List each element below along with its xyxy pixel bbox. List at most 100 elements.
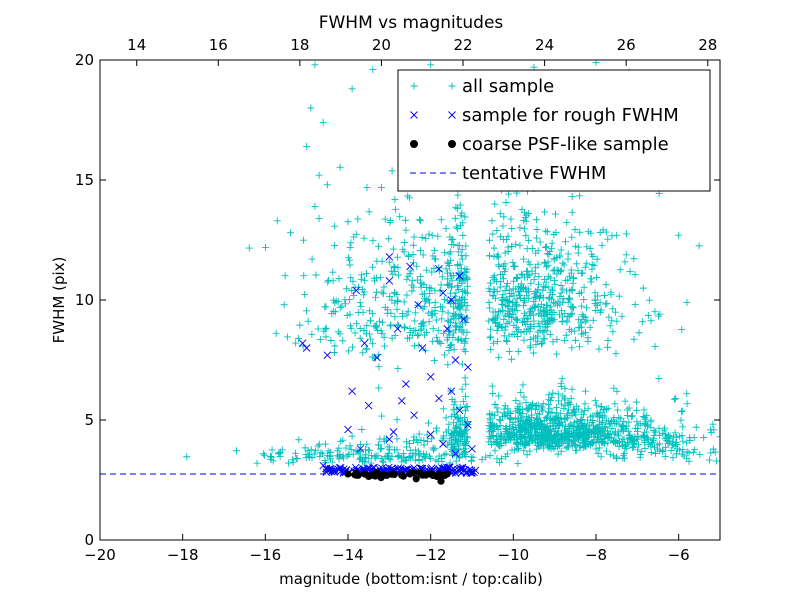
data-point xyxy=(494,408,502,416)
data-point xyxy=(326,452,334,460)
data-point xyxy=(496,459,504,467)
data-point xyxy=(550,231,558,239)
data-point xyxy=(553,431,561,439)
data-point xyxy=(385,276,394,285)
data-point xyxy=(439,288,447,297)
data-point xyxy=(410,342,418,350)
data-point xyxy=(354,215,362,223)
data-point xyxy=(568,309,576,317)
data-point xyxy=(565,443,573,451)
data-point xyxy=(573,260,581,268)
data-point xyxy=(543,310,551,318)
data-point xyxy=(385,454,393,462)
data-point xyxy=(575,290,583,298)
data-point xyxy=(617,415,625,423)
data-point xyxy=(520,255,528,263)
data-point xyxy=(590,262,598,270)
data-point xyxy=(183,453,191,461)
data-point xyxy=(393,253,401,261)
legend-marker-dot xyxy=(448,140,456,148)
data-point xyxy=(454,300,462,308)
data-point xyxy=(431,303,439,311)
data-point xyxy=(500,213,508,221)
data-point xyxy=(336,304,344,312)
y-tick-label: 15 xyxy=(75,171,94,189)
data-point xyxy=(570,408,578,416)
data-point xyxy=(554,427,562,435)
data-point xyxy=(501,326,509,334)
data-point xyxy=(570,274,578,282)
data-point xyxy=(440,296,448,304)
data-point xyxy=(581,318,589,326)
x-tick-label: −14 xyxy=(332,546,364,564)
data-point xyxy=(647,442,655,450)
data-point xyxy=(670,433,678,441)
data-point xyxy=(439,303,447,311)
data-point xyxy=(532,216,540,224)
data-point xyxy=(725,436,732,443)
data-point xyxy=(374,326,382,334)
data-point xyxy=(328,458,336,466)
data-point xyxy=(592,445,600,453)
data-point xyxy=(415,216,423,224)
data-point xyxy=(644,434,652,442)
data-point xyxy=(593,426,601,434)
data-point xyxy=(566,400,574,408)
data-point xyxy=(428,231,436,239)
data-point xyxy=(389,245,397,253)
data-point xyxy=(539,407,547,415)
data-point xyxy=(597,306,605,314)
data-point xyxy=(647,424,655,432)
data-point xyxy=(533,445,541,453)
x-tick-label: −10 xyxy=(498,546,530,564)
data-point xyxy=(643,422,651,430)
data-point xyxy=(322,303,330,311)
data-point xyxy=(543,243,551,251)
data-point xyxy=(501,287,509,295)
data-point xyxy=(541,335,549,343)
data-point xyxy=(568,327,576,335)
data-point xyxy=(408,281,416,289)
data-point xyxy=(454,248,462,256)
data-point xyxy=(403,291,411,299)
data-point xyxy=(678,326,686,334)
data-point xyxy=(451,356,460,364)
data-point xyxy=(532,294,540,302)
data-point xyxy=(631,300,639,308)
data-point xyxy=(346,243,354,251)
data-point xyxy=(352,230,360,238)
data-point xyxy=(560,295,568,303)
y-tick-label: 20 xyxy=(75,51,94,69)
data-point xyxy=(430,357,438,365)
data-point xyxy=(521,273,529,281)
data-point xyxy=(675,231,683,239)
data-point xyxy=(459,231,467,239)
data-point xyxy=(462,335,470,343)
data-point xyxy=(405,194,413,202)
data-point xyxy=(607,291,615,299)
data-point xyxy=(426,372,435,381)
data-point xyxy=(434,326,442,334)
data-point xyxy=(520,317,528,325)
data-point xyxy=(488,382,496,390)
data-point xyxy=(569,433,577,441)
data-point xyxy=(412,475,420,483)
data-point xyxy=(402,457,410,465)
data-point xyxy=(489,390,497,398)
data-point xyxy=(390,264,398,272)
data-point xyxy=(334,328,342,336)
data-point xyxy=(577,319,585,327)
data-point xyxy=(606,322,614,330)
data-point xyxy=(690,434,698,442)
data-point xyxy=(573,420,581,428)
data-point xyxy=(546,441,553,449)
data-point xyxy=(322,440,330,448)
data-point xyxy=(447,272,455,280)
data-point xyxy=(280,301,288,309)
data-point xyxy=(456,241,464,249)
data-point xyxy=(394,321,402,329)
data-point xyxy=(312,271,320,279)
data-point xyxy=(578,269,586,277)
data-point xyxy=(287,229,295,237)
data-point xyxy=(452,223,460,231)
